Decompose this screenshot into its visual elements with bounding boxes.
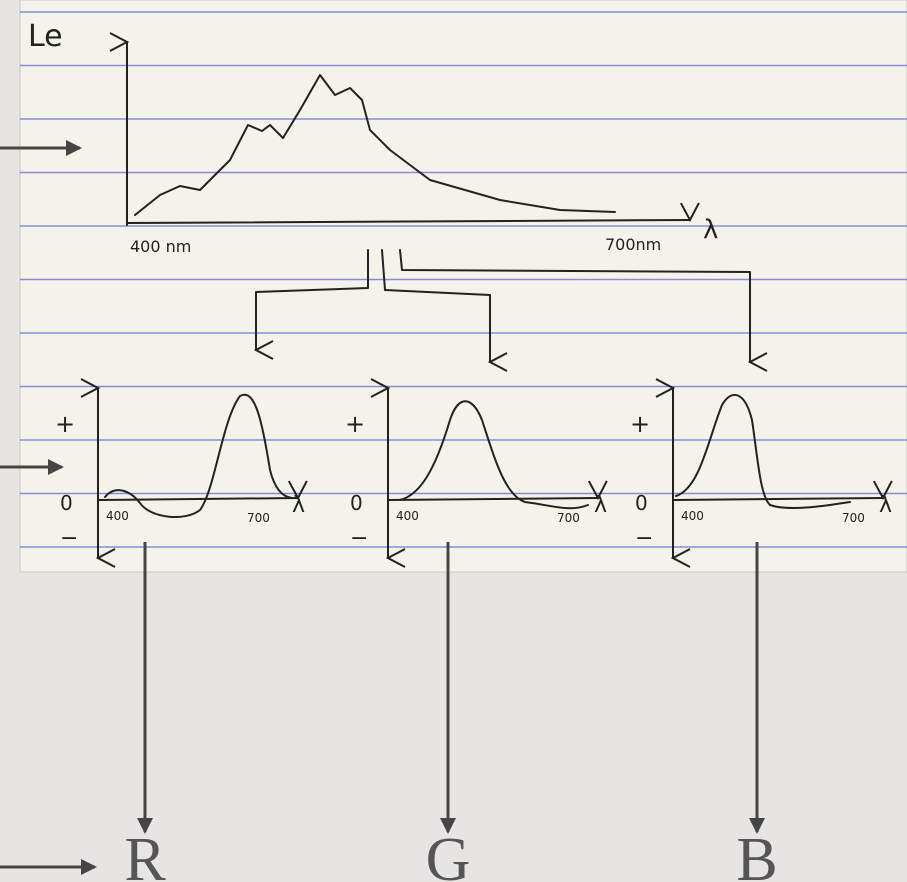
x-symbol: λ bbox=[594, 493, 607, 518]
plus-label: + bbox=[345, 410, 365, 438]
x-start-label: 400 bbox=[106, 509, 129, 523]
zero-label: 0 bbox=[635, 491, 648, 515]
zero-label: 0 bbox=[60, 491, 73, 515]
spectrum-plot: Le 400 nm 700nm λ bbox=[28, 19, 718, 256]
minus-label: − bbox=[60, 526, 78, 551]
output-label: B bbox=[736, 826, 777, 882]
x-axis bbox=[387, 498, 598, 501]
branch-b bbox=[399, 249, 750, 362]
output-label: R bbox=[124, 826, 166, 882]
x-axis bbox=[97, 498, 298, 501]
x-start-label: 400 bbox=[396, 509, 419, 523]
x-end-label: 700nm bbox=[605, 235, 661, 254]
x-symbol: λ bbox=[292, 493, 305, 518]
paper bbox=[19, 0, 907, 573]
minus-label: − bbox=[635, 526, 653, 551]
branch-r bbox=[256, 249, 369, 350]
zero-label: 0 bbox=[350, 491, 363, 515]
branch-g bbox=[381, 249, 490, 362]
minus-label: − bbox=[350, 526, 368, 551]
x-start-label: 400 bbox=[681, 509, 704, 523]
plus-label: + bbox=[630, 410, 650, 438]
filter-plots: +0 − 400 700 λ +0 − 400 700 λ +0 − 400 700 λ bbox=[55, 388, 892, 558]
response-curve bbox=[675, 393, 851, 510]
plus-label: + bbox=[55, 410, 75, 438]
ruled-lines bbox=[20, 11, 907, 548]
y-label: Le bbox=[28, 19, 63, 54]
spectrum-curve bbox=[134, 74, 616, 216]
x-axis bbox=[126, 220, 690, 224]
x-symbol: λ bbox=[703, 215, 718, 245]
x-end-label: 700 bbox=[842, 511, 865, 525]
filter-plot: +0 − 400 700 λ bbox=[630, 388, 892, 558]
filter-plot: +0 − 400 700 λ bbox=[55, 388, 305, 558]
x-end-label: 700 bbox=[247, 511, 270, 525]
x-start-label: 400 nm bbox=[130, 237, 191, 256]
x-end-label: 700 bbox=[557, 511, 580, 525]
x-axis bbox=[672, 498, 883, 501]
x-symbol: λ bbox=[879, 493, 892, 518]
response-curve bbox=[399, 400, 589, 510]
filter-plot: +0 − 400 700 λ bbox=[345, 388, 607, 558]
response-curve bbox=[104, 393, 293, 518]
output-label: G bbox=[426, 826, 471, 882]
branch-arrows bbox=[256, 249, 750, 362]
